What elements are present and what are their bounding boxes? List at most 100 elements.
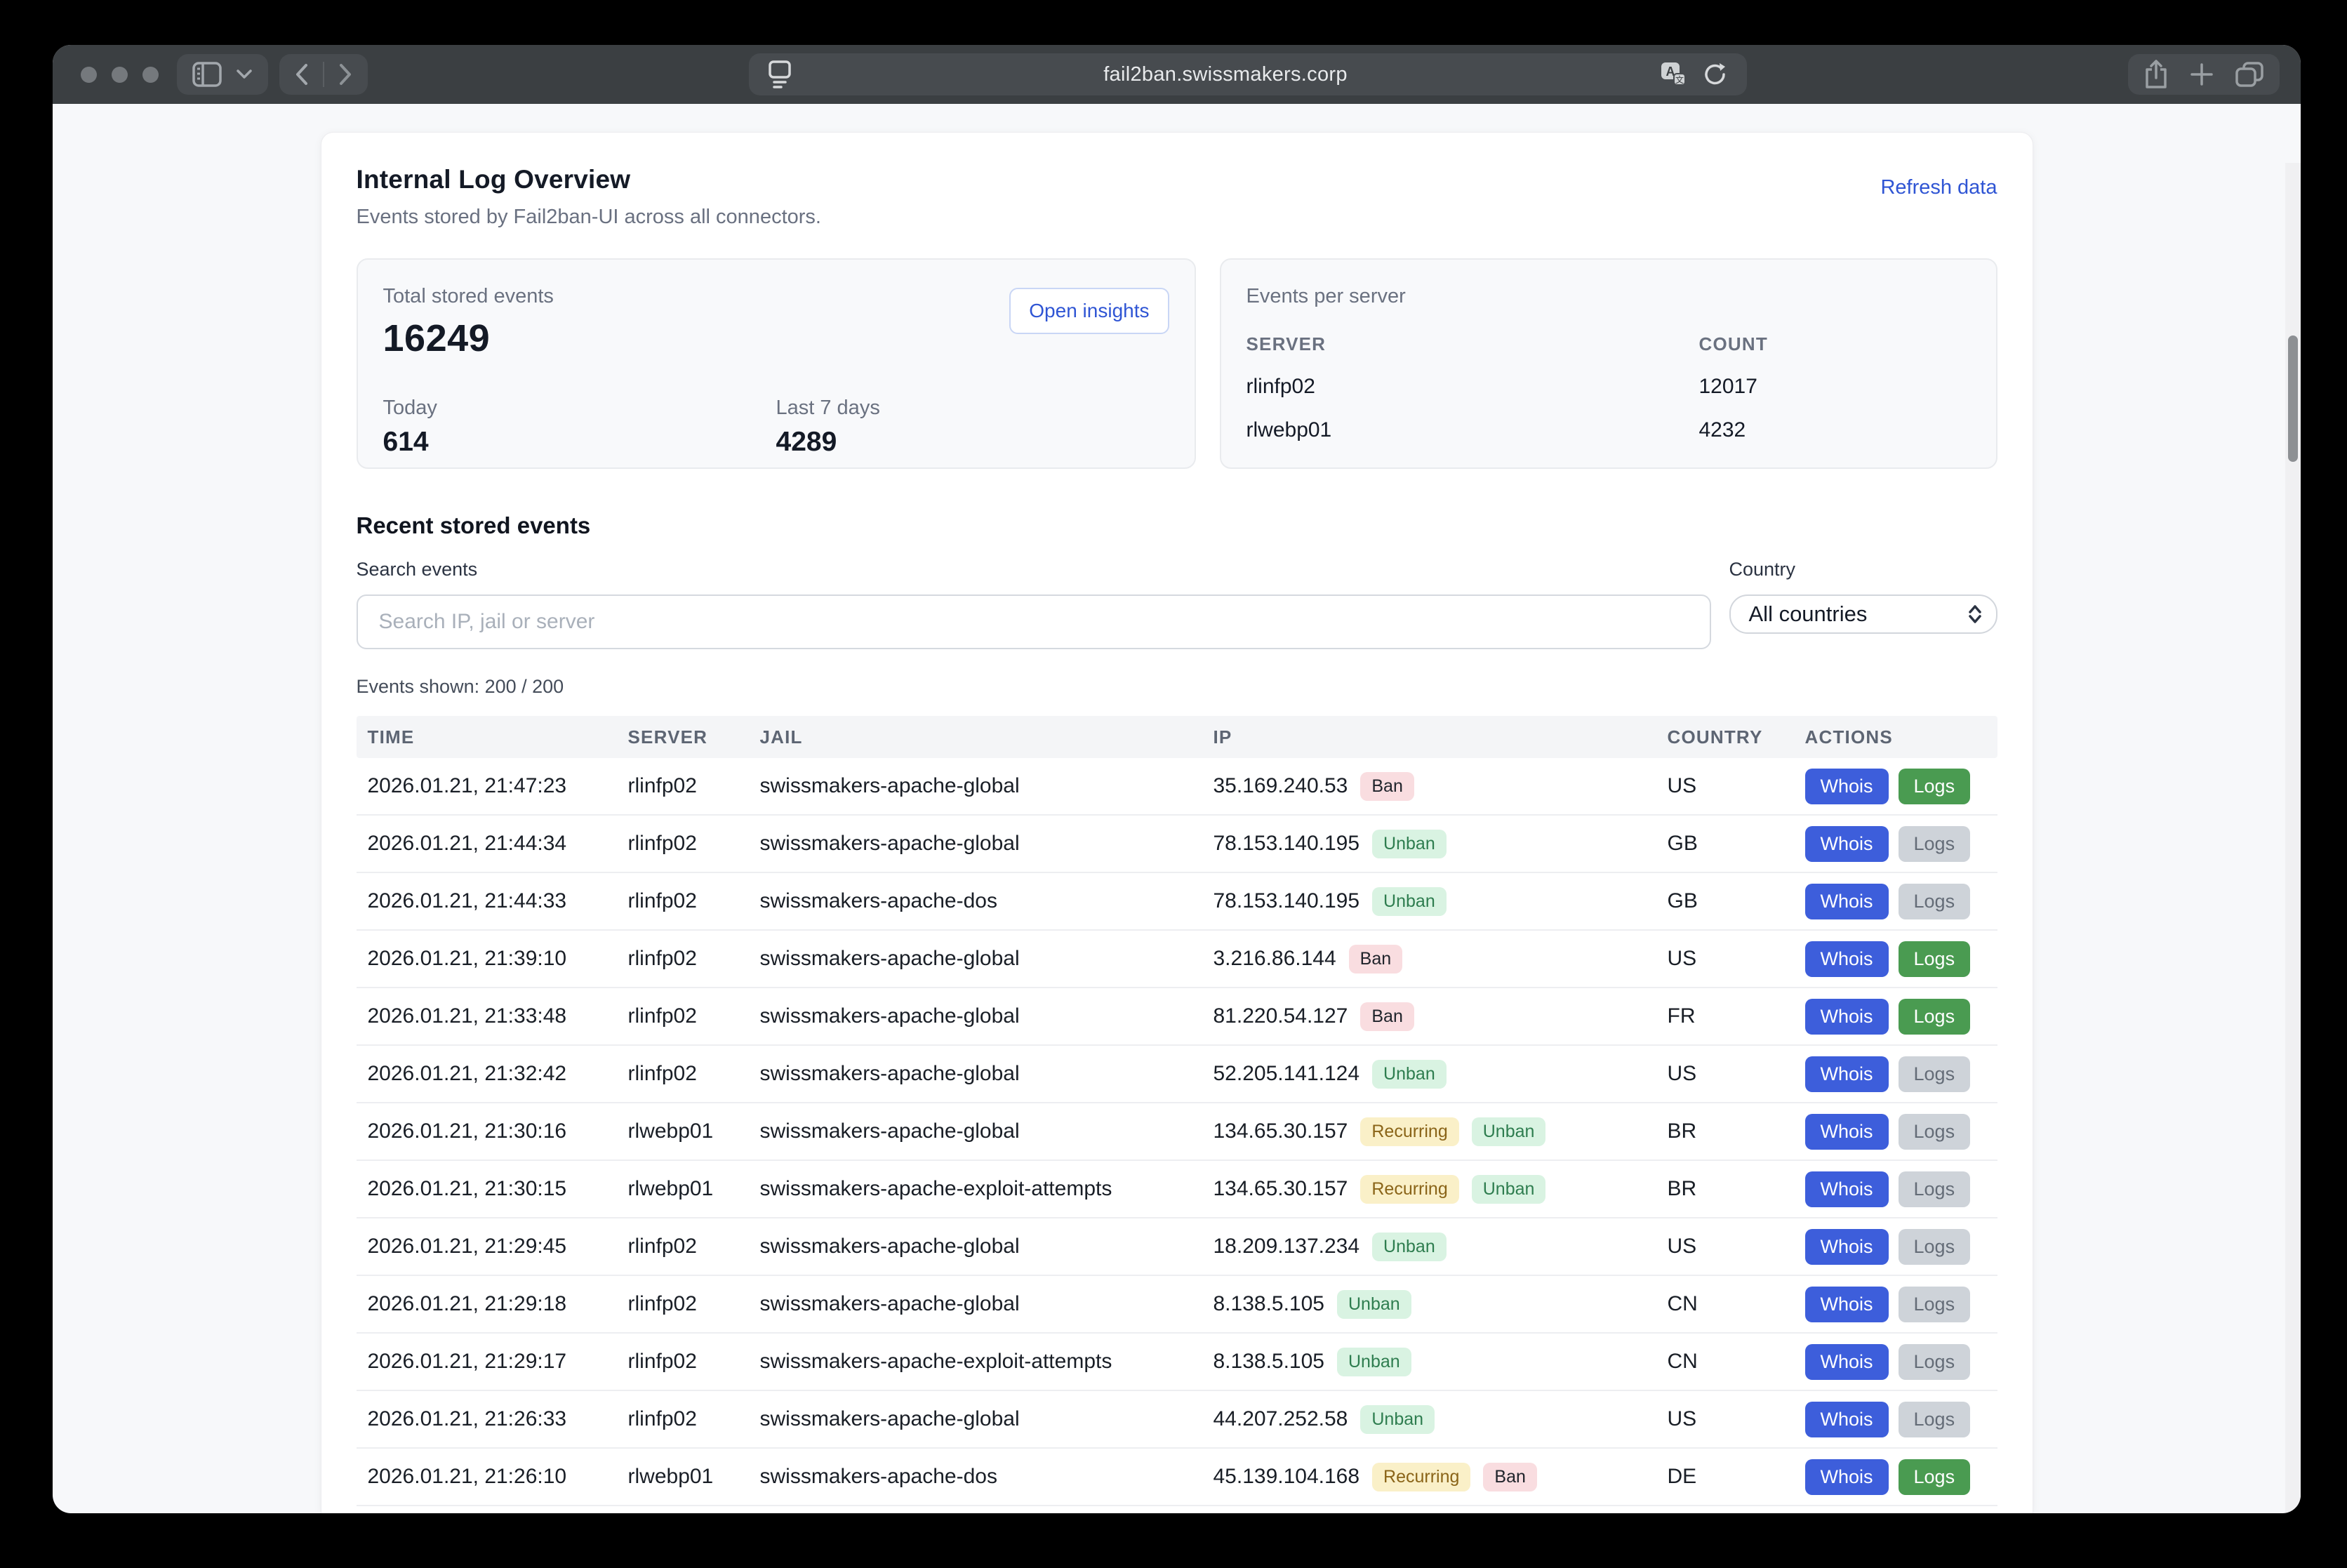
whois-button[interactable]: Whois: [1805, 1229, 1889, 1265]
col-jail: JAIL: [749, 726, 1202, 748]
event-time: 2026.01.21, 21:26:33: [357, 1407, 617, 1431]
today-label: Today: [383, 397, 776, 420]
open-insights-button[interactable]: Open insights: [1009, 288, 1169, 334]
unban-badge: Unban: [1372, 887, 1447, 916]
logs-button[interactable]: Logs: [1899, 1287, 1971, 1322]
per-server-col-server: SERVER: [1246, 333, 1699, 355]
new-tab-icon[interactable]: [2190, 62, 2214, 86]
recurring-badge: Recurring: [1372, 1463, 1470, 1491]
refresh-data-link[interactable]: Refresh data: [1880, 176, 1997, 199]
event-ip-cell: 45.139.104.168RecurringBan: [1202, 1463, 1656, 1491]
whois-button[interactable]: Whois: [1805, 1402, 1889, 1437]
logs-button[interactable]: Logs: [1899, 941, 1971, 977]
logs-button[interactable]: Logs: [1899, 826, 1971, 862]
event-time: 2026.01.21, 21:30:15: [357, 1177, 617, 1201]
scrollbar-track[interactable]: [2285, 163, 2301, 1513]
tab-overview-icon[interactable]: [2235, 61, 2264, 88]
col-time: TIME: [357, 726, 617, 748]
svg-text:文: 文: [1675, 74, 1684, 85]
filter-row: Search events Country All countries: [357, 559, 1997, 649]
whois-button[interactable]: Whois: [1805, 826, 1889, 862]
whois-button[interactable]: Whois: [1805, 884, 1889, 919]
event-time: 2026.01.21, 21:30:16: [357, 1119, 617, 1143]
logs-button[interactable]: Logs: [1899, 1114, 1971, 1150]
table-row: 2026.01.21, 21:29:18rlinfp02swissmakers-…: [357, 1276, 1997, 1334]
total-events-value: 16249: [383, 317, 554, 360]
zoom-window-button[interactable]: [142, 67, 159, 83]
translate-icon[interactable]: A文: [1658, 60, 1689, 89]
logs-button[interactable]: Logs: [1899, 884, 1971, 919]
whois-button[interactable]: Whois: [1805, 941, 1889, 977]
event-actions: Whois Logs: [1794, 884, 1997, 919]
logs-button[interactable]: Logs: [1899, 1402, 1971, 1437]
event-jail: swissmakers-apache-global: [749, 947, 1202, 971]
col-country: COUNTRY: [1656, 726, 1794, 748]
logs-button[interactable]: Logs: [1899, 1459, 1971, 1495]
minimize-window-button[interactable]: [112, 67, 128, 83]
unban-badge: Unban: [1360, 1405, 1435, 1434]
event-jail: swissmakers-apache-global: [749, 1407, 1202, 1431]
event-ip: 78.153.140.195: [1214, 832, 1360, 856]
forward-icon[interactable]: [338, 63, 352, 86]
event-ip: 3.216.86.144: [1214, 947, 1336, 971]
table-row: 2026.01.21, 21:32:42rlinfp02swissmakers-…: [357, 1046, 1997, 1103]
events-table-header: TIME SERVER JAIL IP COUNTRY ACTIONS: [357, 716, 1997, 758]
back-icon[interactable]: [295, 63, 309, 86]
event-ip: 35.169.240.53: [1214, 774, 1348, 798]
whois-button[interactable]: Whois: [1805, 1056, 1889, 1092]
event-actions: Whois Logs: [1794, 999, 1997, 1035]
whois-button[interactable]: Whois: [1805, 769, 1889, 804]
event-country: CN: [1656, 1292, 1794, 1316]
whois-button[interactable]: Whois: [1805, 999, 1889, 1035]
reload-icon[interactable]: [1702, 60, 1729, 88]
page-format-icon[interactable]: [767, 59, 792, 90]
card-header: Internal Log Overview Events stored by F…: [357, 165, 1997, 229]
logs-button[interactable]: Logs: [1899, 999, 1971, 1035]
total-events-block: Total stored events 16249: [383, 285, 554, 360]
event-time: 2026.01.21, 21:44:33: [357, 889, 617, 913]
event-country: BR: [1656, 1119, 1794, 1143]
whois-button[interactable]: Whois: [1805, 1459, 1889, 1495]
country-block: Country All countries: [1729, 559, 1997, 634]
address-bar[interactable]: fail2ban.swissmakers.corp A文: [749, 53, 1747, 95]
whois-button[interactable]: Whois: [1805, 1344, 1889, 1380]
event-ip-cell: 8.138.5.105Unban: [1202, 1348, 1656, 1376]
logs-button[interactable]: Logs: [1899, 1171, 1971, 1207]
event-actions: Whois Logs: [1794, 826, 1997, 862]
page-title: Internal Log Overview: [357, 165, 821, 194]
logs-button[interactable]: Logs: [1899, 769, 1971, 804]
search-input[interactable]: [357, 594, 1711, 649]
event-country: GB: [1656, 832, 1794, 856]
event-server: rlwebp01: [617, 1119, 749, 1143]
chevron-down-icon[interactable]: [236, 69, 253, 80]
scrollbar-thumb[interactable]: [2288, 335, 2298, 462]
event-actions: Whois Logs: [1794, 1287, 1997, 1322]
recurring-badge: Recurring: [1360, 1117, 1458, 1146]
page-content: Internal Log Overview Events stored by F…: [53, 104, 2301, 1513]
unban-badge: Unban: [1372, 1060, 1447, 1089]
event-ip: 134.65.30.157: [1214, 1177, 1348, 1201]
event-jail: swissmakers-apache-global: [749, 1292, 1202, 1316]
share-icon[interactable]: [2143, 59, 2169, 90]
logs-button[interactable]: Logs: [1899, 1344, 1971, 1380]
sidebar-icon[interactable]: [192, 62, 222, 87]
logs-button[interactable]: Logs: [1899, 1056, 1971, 1092]
event-ip: 81.220.54.127: [1214, 1004, 1348, 1028]
page-subtitle: Events stored by Fail2ban-UI across all …: [357, 206, 821, 229]
per-server-count: 12017: [1699, 375, 1971, 399]
col-server: SERVER: [617, 726, 749, 748]
event-actions: Whois Logs: [1794, 769, 1997, 804]
logs-button[interactable]: Logs: [1899, 1229, 1971, 1265]
event-country: US: [1656, 774, 1794, 798]
url-text: fail2ban.swissmakers.corp: [792, 63, 1658, 86]
whois-button[interactable]: Whois: [1805, 1287, 1889, 1322]
event-server: rlinfp02: [617, 1350, 749, 1374]
close-window-button[interactable]: [81, 67, 97, 83]
event-time: 2026.01.21, 21:29:17: [357, 1350, 617, 1374]
event-ip-cell: 18.209.137.234Unban: [1202, 1233, 1656, 1261]
table-row: 2026.01.21, 21:30:15rlwebp01swissmakers-…: [357, 1161, 1997, 1218]
col-ip: IP: [1202, 726, 1656, 748]
country-select[interactable]: All countries: [1729, 594, 1997, 634]
whois-button[interactable]: Whois: [1805, 1171, 1889, 1207]
whois-button[interactable]: Whois: [1805, 1114, 1889, 1150]
